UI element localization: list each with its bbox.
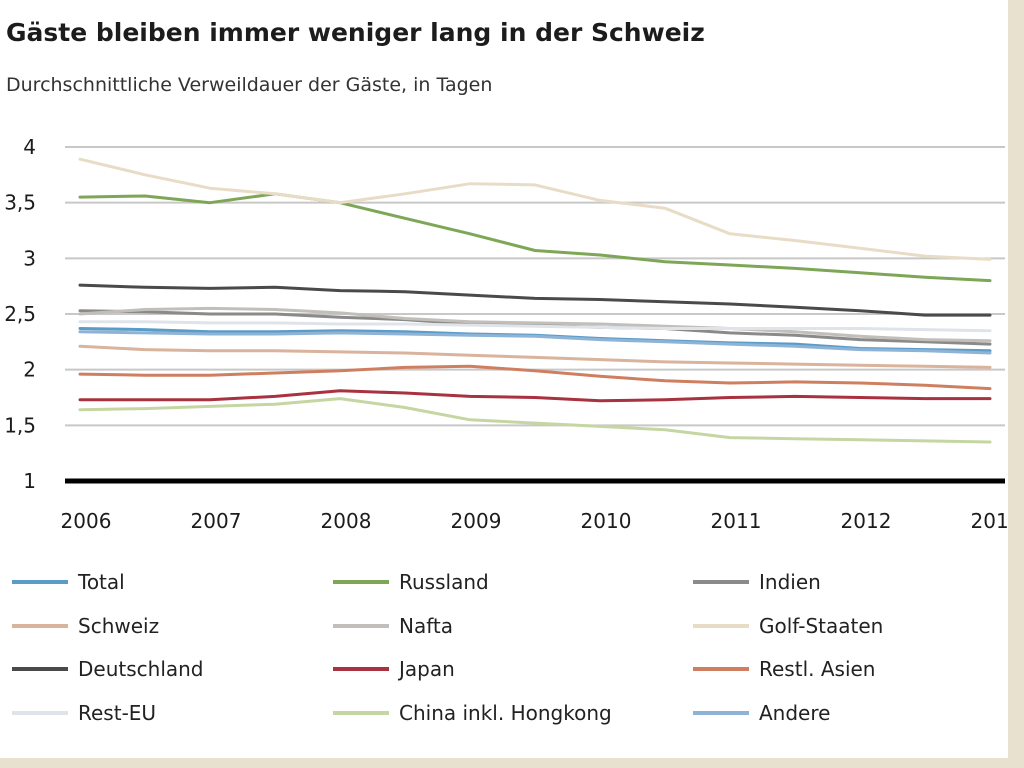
x-tick-label: 2009 (451, 509, 502, 533)
chart-frame: Gäste bleiben immer weniger lang in der … (0, 0, 1008, 758)
chart-subtitle: Durchschnittliche Verweildauer der Gäste… (6, 74, 493, 96)
legend-label: Nafta (399, 614, 454, 638)
series-line-andere (78, 330, 992, 355)
series-line-schweiz (78, 344, 992, 369)
legend-swatch (12, 624, 68, 628)
x-axis-ticks: 2006 2007 2008 2009 2010 2011 2012 2013 (61, 509, 1008, 533)
legend-label: China inkl. Hongkong (399, 701, 612, 725)
line-chart: 43,532,521,51 2006 2007 2008 2009 2010 2011 20… (4, 135, 1008, 533)
x-tick-label: 2010 (581, 509, 632, 533)
legend-swatch (333, 624, 389, 628)
x-tick-label: 2011 (711, 509, 762, 533)
legend-label: Total (78, 570, 125, 594)
legend-swatch (12, 580, 68, 584)
series-line-deutschland (78, 283, 992, 317)
y-tick-label: 3,5 (4, 191, 36, 215)
legend-swatch (12, 667, 68, 671)
y-axis-ticks: 4 3,5 3 2,5 2 1,5 1 (4, 135, 36, 493)
x-tick-label: 2006 (61, 509, 112, 533)
legend-swatch (693, 580, 749, 584)
legend-label: Deutschland (78, 657, 204, 681)
y-tick-label: 2,5 (4, 302, 36, 326)
y-tick-label: 1,5 (4, 413, 36, 437)
legend-label: Andere (759, 701, 831, 725)
x-tick-label: 2012 (841, 509, 892, 533)
legend-swatch (693, 667, 749, 671)
legend-label: Russland (399, 570, 489, 594)
legend-swatch (12, 711, 68, 715)
series-line-japan (78, 389, 992, 403)
legend-swatch (693, 711, 749, 715)
x-tick-label: 2008 (321, 509, 372, 533)
legend-label: Restl. Asien (759, 657, 876, 681)
legend-label: Indien (759, 570, 821, 594)
legend-label: Japan (399, 657, 455, 681)
legend-swatch (333, 711, 389, 715)
chart-title: Gäste bleiben immer weniger lang in der … (6, 18, 705, 47)
series-line-rest-eu (78, 320, 992, 333)
y-tick-label: 3 (23, 246, 36, 270)
legend-swatch (333, 580, 389, 584)
x-tick-label: 2013 (971, 509, 1008, 533)
legend-swatch (693, 624, 749, 628)
y-tick-label: 1 (23, 469, 36, 493)
series-line-restl-asien (78, 364, 992, 391)
legend-label: Rest-EU (78, 701, 157, 725)
series-line-nafta (78, 306, 992, 343)
series-lines (78, 157, 992, 444)
legend-swatch (333, 667, 389, 671)
series-line-golf-staaten (78, 157, 992, 261)
legend-label: Schweiz (78, 614, 160, 638)
y-tick-label: 4 (23, 135, 36, 159)
y-tick-label: 2 (23, 358, 36, 382)
series-line-russland (78, 192, 992, 283)
x-tick-label: 2007 (191, 509, 242, 533)
series-line-china-inkl-hongkong (78, 397, 992, 444)
legend-label: Golf-Staaten (759, 614, 884, 638)
